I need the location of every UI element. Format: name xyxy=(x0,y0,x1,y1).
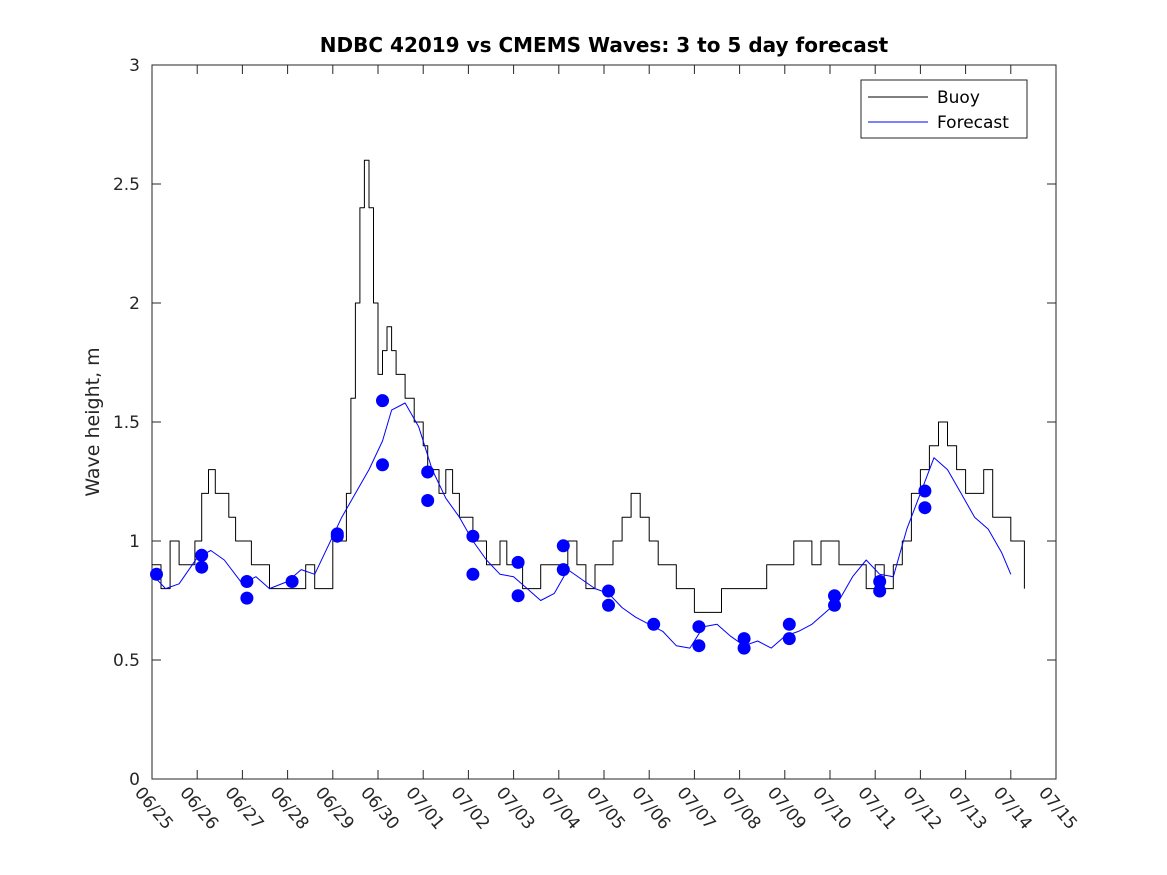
y-tick-label: 2.5 xyxy=(113,175,140,195)
forecast-marker xyxy=(330,529,344,543)
forecast-marker xyxy=(150,567,163,581)
forecast-marker xyxy=(466,529,480,543)
forecast-marker xyxy=(737,632,751,646)
forecast-marker xyxy=(602,584,615,598)
y-tick-label: 3 xyxy=(129,56,140,76)
forecast-marker xyxy=(737,641,751,655)
series-line-forecast xyxy=(151,402,1012,649)
forecast-marker xyxy=(828,598,841,612)
y-tick-label: 0 xyxy=(129,770,140,790)
forecast-marker xyxy=(782,632,796,646)
forecast-marker xyxy=(376,458,389,472)
series-layer xyxy=(151,159,1025,649)
forecast-marker xyxy=(195,548,209,562)
forecast-marker xyxy=(511,555,525,569)
legend-box xyxy=(860,79,1028,139)
forecast-marker xyxy=(556,563,570,577)
y-axis-label: Wave height, m xyxy=(82,347,104,496)
chart-title: NDBC 42019 vs CMEMS Waves: 3 to 5 day fo… xyxy=(320,33,889,57)
legend-buoy-label: Buoy xyxy=(937,88,980,108)
y-tick-label: 1.5 xyxy=(113,413,140,433)
marker-layer xyxy=(150,394,932,655)
forecast-marker xyxy=(376,394,389,408)
forecast-marker xyxy=(421,494,435,507)
y-axis: 0 0.5 1 1.5 2 2.5 3 xyxy=(113,56,1056,790)
forecast-marker xyxy=(466,567,480,581)
forecast-marker xyxy=(692,639,706,653)
y-tick-label: 1 xyxy=(129,532,140,552)
series-line-buoy xyxy=(152,159,1025,613)
forecast-marker xyxy=(692,620,706,634)
forecast-marker xyxy=(195,560,209,574)
forecast-marker xyxy=(918,484,932,498)
plot-area xyxy=(151,64,1057,780)
forecast-marker xyxy=(285,575,299,588)
forecast-marker xyxy=(556,539,570,553)
legend-forecast-label: Forecast xyxy=(937,113,1009,133)
forecast-marker xyxy=(782,617,796,631)
forecast-marker xyxy=(421,465,435,479)
forecast-marker xyxy=(873,584,887,598)
forecast-marker xyxy=(647,617,661,631)
legend: Buoy Forecast xyxy=(860,79,1028,139)
forecast-marker xyxy=(918,501,932,515)
forecast-marker xyxy=(240,575,254,588)
forecast-marker xyxy=(511,589,525,603)
y-tick-label: 2 xyxy=(129,294,140,314)
y-tick-label: 0.5 xyxy=(113,651,140,671)
forecast-marker xyxy=(873,575,887,588)
forecast-marker xyxy=(240,591,254,605)
forecast-marker xyxy=(828,589,841,603)
forecast-marker xyxy=(602,598,615,612)
